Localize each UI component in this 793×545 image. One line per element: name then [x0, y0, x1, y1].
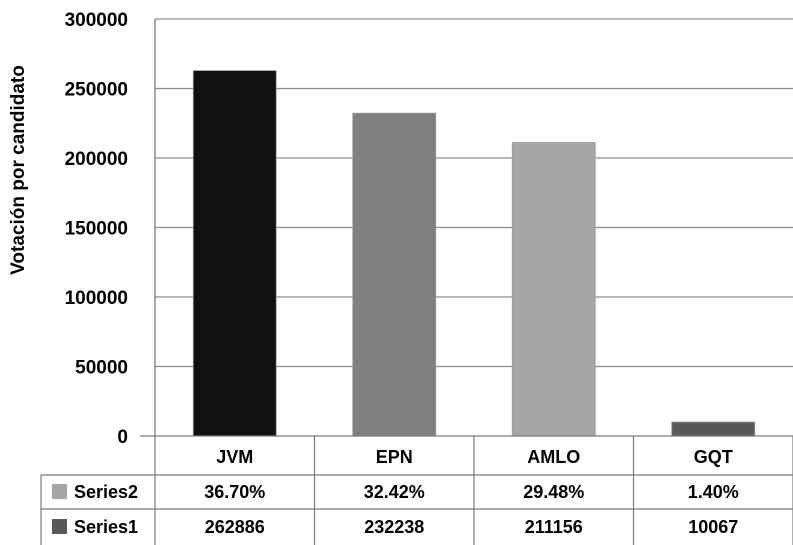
x-category-label: JVM [216, 447, 253, 467]
bars [192, 70, 756, 437]
legend-label: Series2 [74, 482, 138, 502]
x-category-label: AMLO [527, 447, 580, 467]
y-tick-label: 250000 [65, 80, 128, 101]
y-tick-label: 50000 [75, 358, 128, 379]
y-tick-label: 300000 [65, 10, 128, 31]
data-table: JVM EPN AMLO GQT Series2 36.70% 32.42% 29.48% 1.… [40, 436, 793, 545]
data-table-cell: 232238 [364, 517, 424, 537]
data-table-cell: 29.48% [523, 482, 584, 502]
x-category-label: GQT [694, 447, 733, 467]
data-table-cell: 32.42% [364, 482, 425, 502]
y-tick-label: 200000 [65, 149, 128, 170]
data-table-cell: 262886 [205, 517, 265, 537]
y-axis-label: Votación por candidato [8, 65, 29, 275]
bar [671, 421, 756, 437]
legend-swatch [52, 519, 67, 534]
x-category-label: EPN [376, 447, 413, 467]
y-tick-label: 100000 [65, 288, 128, 309]
data-table-cell: 211156 [525, 517, 583, 537]
bar [511, 142, 596, 437]
axes [140, 19, 793, 437]
bar [192, 70, 277, 437]
legend-label: Series1 [74, 517, 138, 537]
data-table-cell: 10067 [688, 517, 738, 537]
legend-swatch [52, 484, 67, 499]
data-table-cell: 1.40% [688, 482, 739, 502]
bar [352, 112, 437, 437]
y-tick-label: 150000 [65, 219, 128, 240]
y-tick-label: 0 [117, 427, 128, 448]
y-tick-labels: 0 50000 100000 150000 200000 250000 300000 [65, 10, 128, 448]
data-table-cell: 36.70% [204, 482, 265, 502]
